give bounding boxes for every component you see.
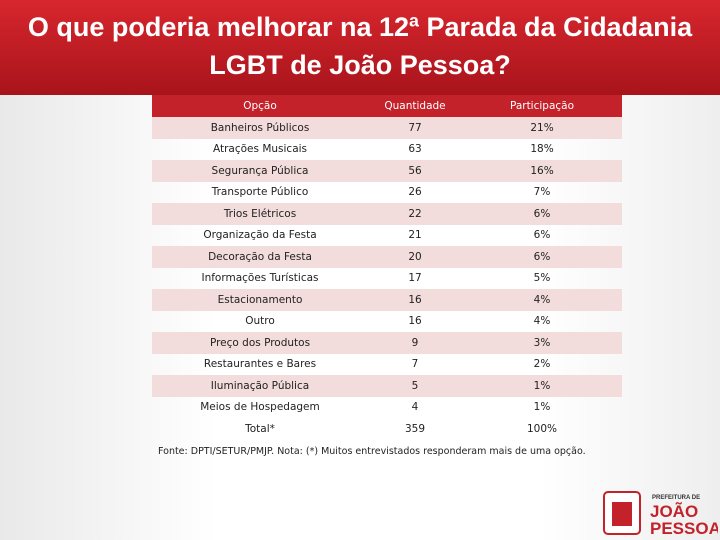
table-cell: 4% [533,293,551,306]
table-cell: Trios Elétricos [223,207,297,220]
table-cell: 16 [408,293,422,306]
table-row: Segurança Pública 56 16% [152,160,622,182]
table-cell: 3% [533,336,551,349]
table-cell: 20 [408,250,422,263]
table-cell: 359 [404,422,426,435]
table-cell: 7% [533,186,551,199]
table-row: Trios Elétricos 22 6% [152,203,622,225]
table-cell: Total* [245,422,275,435]
logo-line1: PREFEITURA DE [652,495,700,501]
table-cell: 21 [408,229,422,242]
table-cell: 6% [533,250,551,263]
table-row: Organização da Festa 21 6% [152,225,622,247]
table-cell: Outro [245,315,275,328]
table-cell: Banheiros Públicos [210,121,310,134]
table-row: Informações Turísticas 17 5% [152,268,622,290]
table-row: Outro 16 4% [152,311,622,333]
table-cell: Restaurantes e Bares [203,358,317,371]
table-row: Estacionamento 16 4% [152,289,622,311]
table-cell: Meios de Hospedagem [200,401,320,414]
table-cell: 4% [533,315,551,328]
table-cell: 1% [533,379,551,392]
logo-line3: PESSOA [650,519,718,538]
table-row: Total* 359 100% [152,418,622,440]
table-cell: 18% [530,143,554,156]
column-header: Participação [509,100,575,112]
table-cell: Decoração da Festa [208,250,312,263]
table-cell: 1% [533,401,551,414]
table-cell: Segurança Pública [211,164,309,177]
table-note: Fonte: DPTI/SETUR/PMJP. Nota: (*) Muitos… [158,446,586,457]
table-cell: 5 [411,379,419,392]
table-row: Iluminação Pública 5 1% [152,375,622,397]
table-cell: 63 [408,143,422,156]
table-cell: 6% [533,229,551,242]
table-cell: 22 [408,207,422,220]
logo-emblem [612,502,632,526]
table-cell: 7 [411,358,419,371]
table-cell: 100% [526,422,558,435]
header-band: O que poderia melhorar na 12ª Parada da … [0,0,720,95]
table-cell: Estacionamento [217,293,303,306]
table-cell: 21% [530,121,554,134]
table-cell: Atrações Musicais [212,143,308,156]
table-cell: 2% [533,358,551,371]
table-cell: 26 [408,186,422,199]
table-cell: 5% [533,272,551,285]
table-row: Meios de Hospedagem 4 1% [152,397,622,419]
table-cell: 17 [408,272,422,285]
title: O que poderia melhorar na 12ª Parada da … [27,12,693,80]
table-cell: 16% [530,164,554,177]
table-cell: Iluminação Pública [210,379,310,392]
logo: PREFEITURA DE JOÃO PESSOA [603,491,718,538]
table-cell: 77 [408,121,422,134]
column-header: Quantidade [384,100,446,112]
table-cell: 4 [411,401,419,414]
table-cell: Preço dos Produtos [209,336,311,349]
logo-line2: JOÃO [650,501,698,521]
header-row: Opção Quantidade Participação [152,95,622,117]
table-cell: 56 [408,164,422,177]
table-cell: Organização da Festa [203,229,317,242]
column-header: Opção [243,100,277,112]
table-cell: 6% [533,207,551,220]
table-cell: 16 [408,315,422,328]
table-row: Preço dos Produtos 9 3% [152,332,622,354]
table-row: Banheiros Públicos 77 21% [152,117,622,139]
table-cell: 9 [411,336,419,349]
table-row: Transporte Público 26 7% [152,182,622,204]
table-row: Atrações Musicais 63 18% [152,139,622,161]
table-row: Decoração da Festa 20 6% [152,246,622,268]
table: Opção Quantidade Participação Banheiros Púb… [152,95,622,440]
table-cell: Informações Turísticas [201,272,319,285]
table-row: Restaurantes e Bares 7 2% [152,354,622,376]
table-cell: Transporte Público [211,186,309,199]
